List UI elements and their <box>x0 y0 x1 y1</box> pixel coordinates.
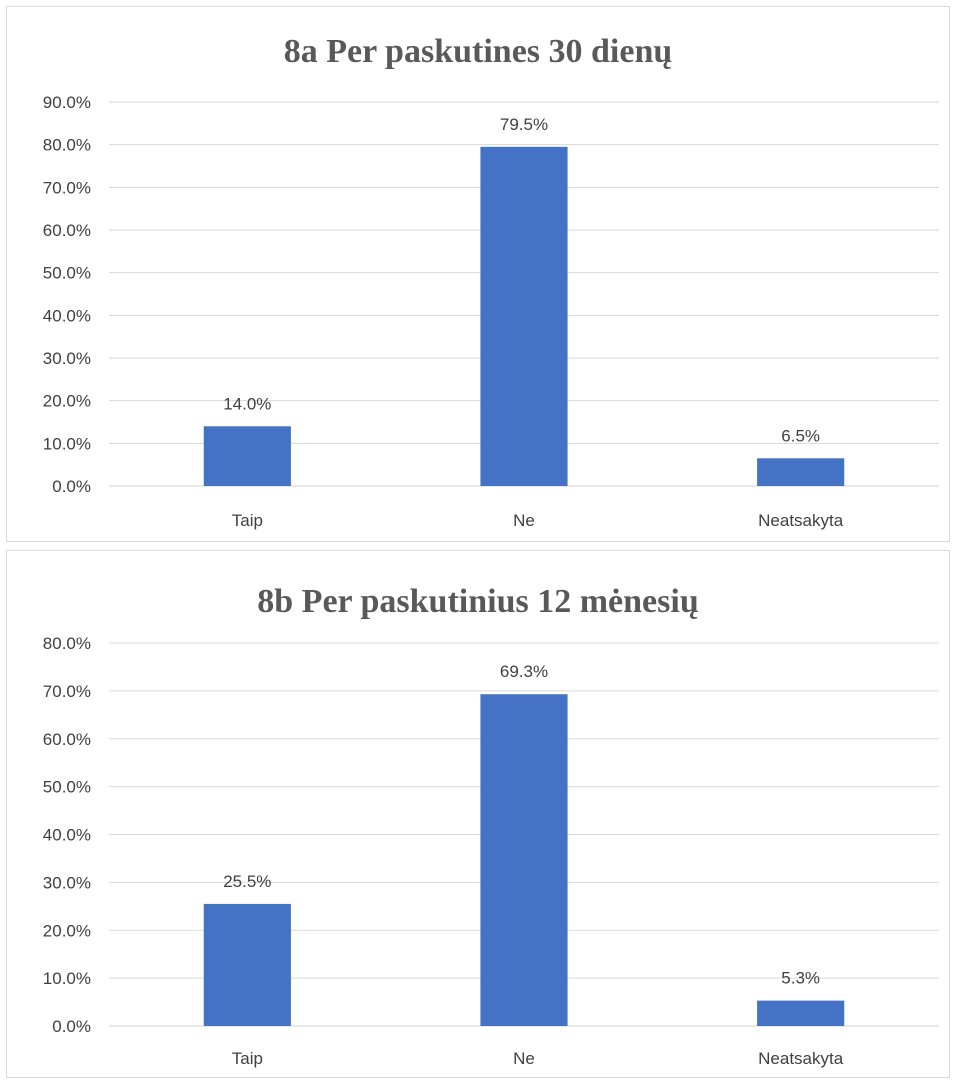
y-tick-label: 90.0% <box>43 93 91 112</box>
y-tick-label: 40.0% <box>43 826 91 845</box>
x-category-label: Taip <box>232 511 263 530</box>
data-label: 14.0% <box>223 394 271 413</box>
chart-title: 8a Per paskutines 30 dienų <box>283 33 673 70</box>
y-tick-label: 80.0% <box>43 634 91 653</box>
y-tick-label: 50.0% <box>43 264 91 283</box>
chart-panel-8a: 8a Per paskutines 30 dienų 0.0% 10.0% 20.0… <box>6 6 950 542</box>
y-tick-label: 10.0% <box>43 434 91 453</box>
bar <box>203 426 291 486</box>
data-label: 5.3% <box>781 969 820 988</box>
y-tick-label: 30.0% <box>43 873 91 892</box>
bar <box>203 903 291 1026</box>
chart-panel-8b: 8b Per paskutinius 12 mėnesių 0.0% 10.0% 2… <box>6 550 950 1078</box>
y-tick-label: 0.0% <box>52 477 91 496</box>
bar-chart-8a: 0.0% 10.0% 20.0% 30.0% 40.0% 50.0% 60.0% 70.0% 8… <box>43 93 939 530</box>
data-label: 69.3% <box>500 662 548 681</box>
bar <box>757 458 845 486</box>
x-category-label: Ne <box>513 511 535 530</box>
x-category-label: Ne <box>513 1049 535 1068</box>
data-label: 25.5% <box>223 872 271 891</box>
chart-title: 8b Per paskutinius 12 mėnesių <box>257 583 699 620</box>
bar <box>480 146 568 487</box>
y-tick-label: 60.0% <box>43 730 91 749</box>
y-tick-label: 30.0% <box>43 349 91 368</box>
y-tick-label: 20.0% <box>43 392 91 411</box>
x-category-label: Neatsakyta <box>758 511 844 530</box>
x-category-label: Neatsakyta <box>758 1049 844 1068</box>
bar <box>757 1000 845 1026</box>
y-tick-label: 0.0% <box>52 1017 91 1036</box>
bar-chart-8b: 0.0% 10.0% 20.0% 30.0% 40.0% 50.0% 60.0% 70.0% 8… <box>43 634 939 1068</box>
y-tick-label: 20.0% <box>43 921 91 940</box>
y-tick-label: 10.0% <box>43 969 91 988</box>
data-label: 79.5% <box>500 115 548 134</box>
y-tick-label: 70.0% <box>43 682 91 701</box>
y-tick-label: 60.0% <box>43 221 91 240</box>
y-tick-label: 70.0% <box>43 178 91 197</box>
bar <box>480 694 568 1026</box>
data-label: 6.5% <box>781 426 820 445</box>
y-tick-label: 80.0% <box>43 136 91 155</box>
x-category-label: Taip <box>232 1049 263 1068</box>
y-tick-label: 50.0% <box>43 778 91 797</box>
y-tick-label: 40.0% <box>43 306 91 325</box>
